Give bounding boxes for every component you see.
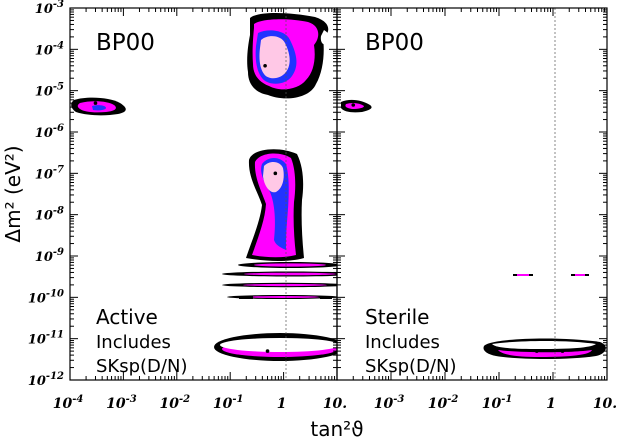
y-tick-label: 10-3: [35, 0, 64, 17]
region-lma: [247, 13, 330, 99]
best-fit-markers-right: [351, 103, 565, 353]
x-tick-label: 10-1: [482, 394, 513, 412]
x-tick-label: 10-2: [428, 394, 459, 412]
region-vac-sterile: [513, 274, 589, 276]
x-tick-label: 10-1: [213, 394, 244, 412]
best-fit-point: [93, 101, 98, 105]
panel-left-label: Active: [96, 305, 158, 329]
x-tick-labels-right: 10-3 10-2 10-1 1 10.: [374, 394, 617, 412]
frame-right: [336, 7, 608, 381]
region-sma-sterile: [341, 99, 372, 113]
panel-left-note2: SKsp(D/N): [96, 356, 187, 377]
vac-s-left-inner: [517, 274, 529, 276]
lma-notch: [320, 30, 330, 45]
vac-stripe-4-inner: [247, 296, 319, 298]
x-tick-label: 1: [546, 396, 556, 412]
y-tick-label: 10-8: [35, 206, 64, 224]
x-tick-label: 1: [277, 396, 287, 412]
tick-marks-right: [336, 7, 608, 381]
panel-sterile: [336, 7, 608, 381]
vac-dash-right: [320, 296, 332, 299]
region-vac-stripes: [222, 262, 337, 299]
y-tick-label: 10-7: [35, 164, 64, 182]
panel-right-model: BP00: [365, 30, 424, 56]
panel-right-note1: Includes: [365, 332, 440, 353]
vac-stripe-1-inner: [254, 263, 326, 267]
region-sma: [71, 97, 126, 116]
panel-left-model: BP00: [96, 30, 155, 56]
best-fit-point: [534, 349, 539, 353]
lma-inner: [259, 36, 290, 79]
region-jvac-sterile: [483, 338, 606, 359]
jvac-s-hole: [492, 341, 596, 349]
vac-s-right-inner: [575, 274, 585, 276]
panel-right-note2: SKsp(D/N): [365, 356, 456, 377]
y-axis-title: Δm² (eV²): [1, 145, 25, 242]
best-fit-point: [263, 63, 267, 68]
y-tick-label: 10-5: [35, 82, 64, 100]
jvac-s-mid: [498, 350, 592, 357]
y-tick-label: 10-10: [28, 288, 64, 306]
jvac-hole: [220, 338, 337, 352]
x-tick-label: 10-2: [160, 394, 191, 412]
y-tick-label: 10-12: [28, 371, 64, 389]
y-tick-labels: 10-3 10-4 10-5 10-6 10-7 10-8 10-9 10-10 10-11 10…: [28, 0, 64, 389]
tick-marks-left: [69, 7, 338, 381]
vac-stripe-3-inner: [243, 283, 327, 287]
x-tick-label: 10-3: [374, 394, 405, 412]
panel-left-note1: Includes: [96, 332, 171, 353]
panel-right-label: Sterile: [365, 305, 429, 329]
x-tick-label: 10.: [593, 396, 617, 412]
x-tick-labels-left: 10-4 10-3 10-2 10-1 1 10.: [53, 394, 347, 412]
best-fit-point: [351, 103, 356, 107]
best-fit-markers-left: [93, 63, 278, 353]
panel-active: [69, 7, 338, 381]
x-tick-label: 10.: [323, 396, 347, 412]
y-tick-label: 10-11: [28, 330, 64, 348]
vac-stripe-2-inner: [244, 272, 336, 276]
vac-dash-left: [239, 296, 253, 299]
low-inner: [263, 162, 284, 193]
y-tick-label: 10-9: [35, 247, 64, 265]
y-tick-label: 10-6: [35, 123, 64, 141]
y-tick-label: 10-4: [35, 40, 64, 58]
region-jvac: [214, 333, 337, 361]
best-fit-point: [265, 349, 270, 353]
sma-95: [92, 105, 106, 111]
x-tick-label: 10-3: [106, 394, 137, 412]
region-low: [246, 149, 304, 261]
x-tick-label: 10-4: [53, 394, 84, 412]
x-axis-title: tan²ϑ: [310, 417, 363, 441]
best-fit-point: [560, 349, 565, 353]
best-fit-point: [273, 171, 278, 176]
